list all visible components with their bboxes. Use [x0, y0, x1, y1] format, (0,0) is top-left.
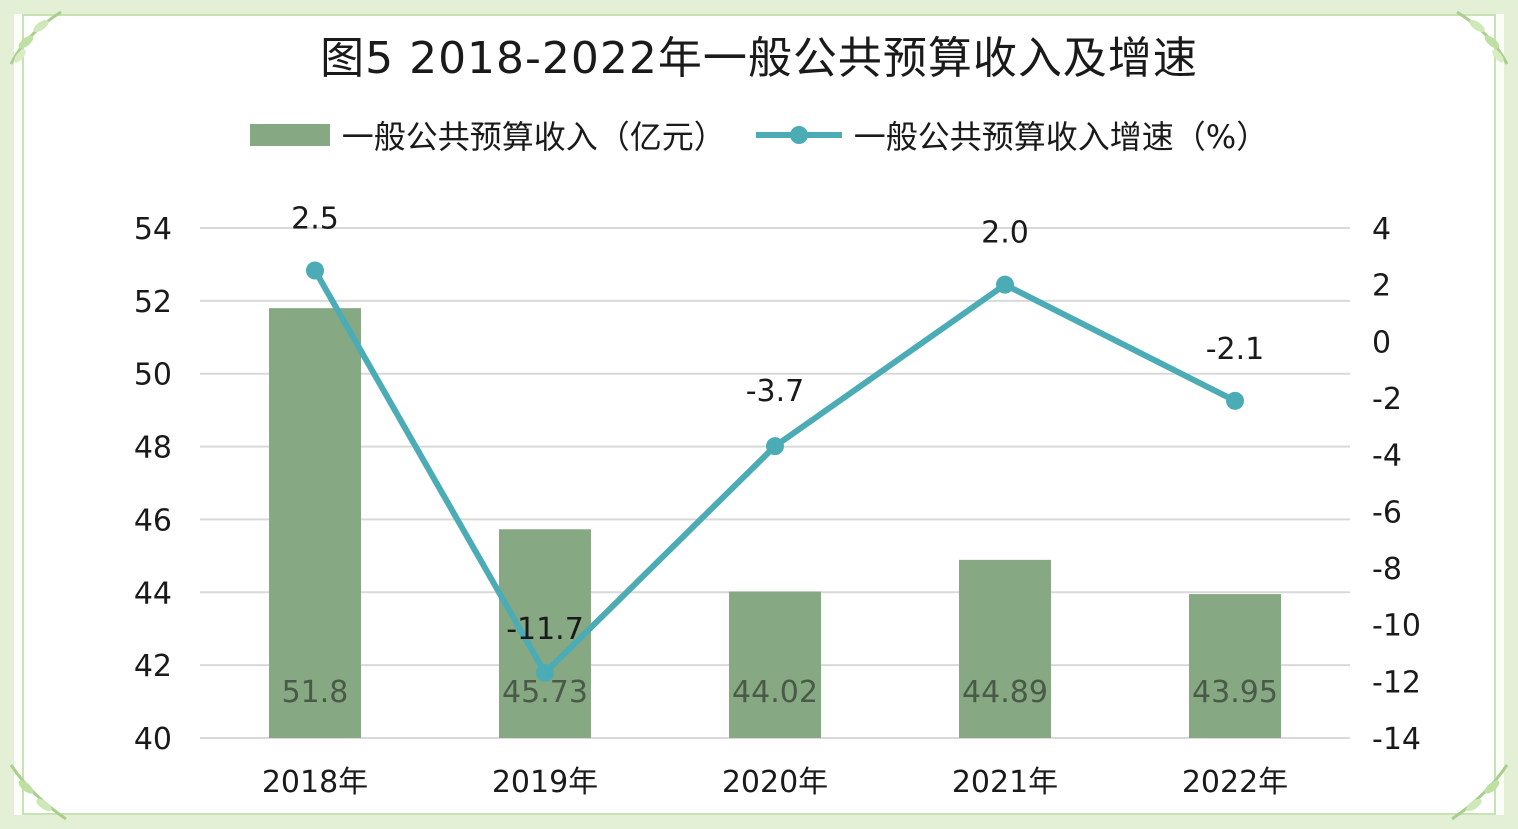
legend-label-growth: 一般公共预算收入增速（%）: [853, 118, 1269, 156]
left-y-axis: 40 42 44 46 48 50 52 54: [134, 212, 172, 757]
right-y-axis: -14 -12 -10 -8 -6 -4 -2 0 2 4: [1372, 212, 1421, 757]
revenue-bar-label: 51.8: [282, 675, 349, 710]
revenue-bar: [269, 308, 361, 738]
leaf-corner-top-left-icon: [9, 10, 62, 65]
revenue-bar: [1189, 594, 1281, 738]
leaf-corner-bottom-left-icon: [9, 764, 67, 821]
growth-point-label: -11.7: [506, 612, 584, 647]
bar-labels: 51.8 45.73 44.02 44.89 43.95: [282, 675, 1278, 710]
growth-point: [1226, 391, 1244, 410]
right-axis-tick-label: 4: [1372, 212, 1391, 247]
growth-point: [766, 437, 784, 456]
revenue-bar-label: 44.02: [732, 675, 818, 710]
right-axis-tick-label: -4: [1372, 439, 1402, 474]
x-axis-category-label: 2018年: [262, 765, 368, 800]
growth-point: [306, 261, 324, 280]
left-axis-tick-label: 40: [134, 722, 172, 757]
x-axis-category-label: 2019年: [492, 765, 598, 800]
growth-point-label: 2.0: [981, 216, 1029, 251]
revenue-bar-label: 44.89: [962, 675, 1048, 710]
right-axis-tick-label: -2: [1372, 382, 1402, 417]
growth-point-label: -3.7: [746, 374, 805, 409]
legend-label-revenue: 一般公共预算收入（亿元）: [341, 118, 726, 156]
leaf-corner-bottom-right-icon: [1451, 764, 1509, 821]
growth-point: [536, 663, 554, 682]
x-axis-category-label: 2022年: [1182, 765, 1288, 800]
revenue-bar: [499, 529, 591, 738]
right-axis-tick-label: 0: [1372, 325, 1391, 360]
x-axis: 2018年 2019年 2020年 2021年 2022年: [262, 765, 1288, 800]
bar-series: [269, 308, 1281, 738]
right-axis-tick-label: -6: [1372, 495, 1402, 530]
left-axis-tick-label: 44: [134, 576, 172, 611]
revenue-bar: [729, 591, 821, 738]
right-axis-tick-label: -8: [1372, 552, 1402, 587]
growth-point-label: -2.1: [1206, 332, 1265, 367]
legend: 一般公共预算收入（亿元） 一般公共预算收入增速（%）: [0, 112, 1518, 158]
growth-point: [996, 275, 1014, 294]
left-axis-tick-label: 50: [134, 358, 172, 393]
left-axis-tick-label: 48: [134, 431, 172, 466]
right-axis-tick-label: -12: [1372, 665, 1421, 700]
legend-item-revenue: 一般公共预算收入（亿元）: [249, 112, 726, 158]
right-axis-tick-label: -10: [1372, 609, 1421, 644]
line-labels: 2.5 -11.7 -3.7 2.0 -2.1: [291, 202, 1264, 647]
chart-title: 图5 2018-2022年一般公共预算收入及增速: [320, 33, 1198, 84]
leaf-corner-top-right-icon: [1456, 10, 1509, 65]
legend-bar-swatch: [249, 124, 330, 146]
revenue-bar: [959, 559, 1051, 738]
line-series: [306, 261, 1244, 682]
legend-item-growth: 一般公共预算收入增速（%）: [754, 112, 1268, 158]
left-axis-tick-label: 42: [134, 649, 172, 684]
revenue-bar-label: 43.95: [1192, 675, 1278, 710]
left-axis-tick-label: 46: [134, 503, 172, 538]
left-axis-tick-label: 54: [134, 212, 172, 247]
right-axis-tick-label: 2: [1372, 269, 1391, 304]
left-axis-tick-label: 52: [134, 285, 172, 320]
growth-point-label: 2.5: [291, 202, 339, 237]
right-axis-tick-label: -14: [1372, 722, 1421, 757]
x-axis-category-label: 2020年: [722, 765, 828, 800]
legend-line-swatch: [755, 126, 842, 144]
x-axis-category-label: 2021年: [952, 765, 1058, 800]
